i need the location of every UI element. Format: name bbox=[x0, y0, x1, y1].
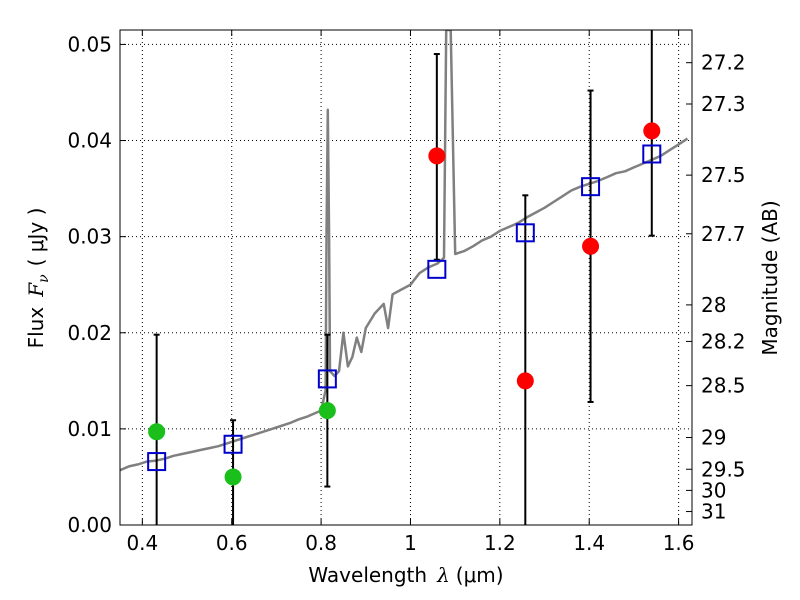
spectrum-line bbox=[120, 30, 689, 472]
x-tick-label: 0.4 bbox=[126, 531, 158, 555]
model-square bbox=[515, 223, 535, 243]
detection-point bbox=[148, 423, 166, 441]
y2-tick-label: 27.7 bbox=[701, 222, 746, 246]
detection-point bbox=[318, 402, 336, 420]
y-tick-label: 0.04 bbox=[67, 129, 112, 153]
x-tick-label: 1.4 bbox=[573, 531, 605, 555]
y2-tick-label: 28 bbox=[701, 293, 726, 317]
x-tick-label: 0.6 bbox=[216, 531, 248, 555]
y-tick-label: 0.00 bbox=[67, 513, 112, 537]
x-tick-label: 1.2 bbox=[484, 531, 516, 555]
x-axis-ticks: 0.4 0.6 0.8 1 1.2 1.4 1.6 bbox=[126, 30, 695, 555]
x-tick-label: 1 bbox=[404, 531, 417, 555]
y2-tick-label: 29 bbox=[701, 426, 726, 450]
y-tick-label: 0.05 bbox=[67, 32, 112, 56]
x-tick-label: 1.6 bbox=[663, 531, 695, 555]
plot-frame bbox=[119, 29, 693, 526]
x-tick-label: 0.8 bbox=[305, 531, 337, 555]
sed-spectrum bbox=[120, 30, 689, 472]
model-points bbox=[147, 144, 662, 472]
grid-lines bbox=[120, 30, 692, 525]
detection-point bbox=[643, 122, 661, 140]
model-square bbox=[223, 434, 243, 454]
error-bars bbox=[153, 30, 655, 525]
y2-tick-label: 27.5 bbox=[701, 163, 746, 187]
x-axis-label: Wavelength λ (μm) bbox=[308, 563, 503, 587]
y2-tick-label: 28.5 bbox=[701, 374, 746, 398]
detection-points bbox=[148, 122, 661, 486]
model-square bbox=[147, 452, 167, 472]
model-square bbox=[427, 259, 447, 279]
y-tick-label: 0.03 bbox=[67, 225, 112, 249]
y-axis-label: FluxFν( μJy ) bbox=[24, 208, 52, 349]
detection-point bbox=[582, 237, 600, 255]
model-square bbox=[581, 177, 601, 197]
y-tick-label: 0.01 bbox=[67, 417, 112, 441]
model-square bbox=[642, 144, 662, 164]
model-square bbox=[317, 369, 337, 389]
y2-tick-label: 30 bbox=[701, 478, 726, 502]
detection-point bbox=[224, 468, 242, 486]
y2-tick-label: 28.2 bbox=[701, 329, 746, 353]
y-tick-label: 0.02 bbox=[67, 321, 112, 345]
y2-tick-label: 31 bbox=[701, 500, 726, 524]
detection-point bbox=[428, 147, 446, 165]
y2-tick-label: 29.5 bbox=[701, 457, 746, 481]
y2-tick-label: 27.2 bbox=[701, 51, 746, 75]
detection-point bbox=[516, 372, 534, 390]
y2-tick-label: 27.3 bbox=[701, 92, 746, 116]
y2-axis-label: Magnitude (AB) bbox=[758, 200, 782, 355]
y-axis-ticks: 0.00 0.01 0.02 0.03 0.04 0.05 bbox=[67, 32, 126, 537]
